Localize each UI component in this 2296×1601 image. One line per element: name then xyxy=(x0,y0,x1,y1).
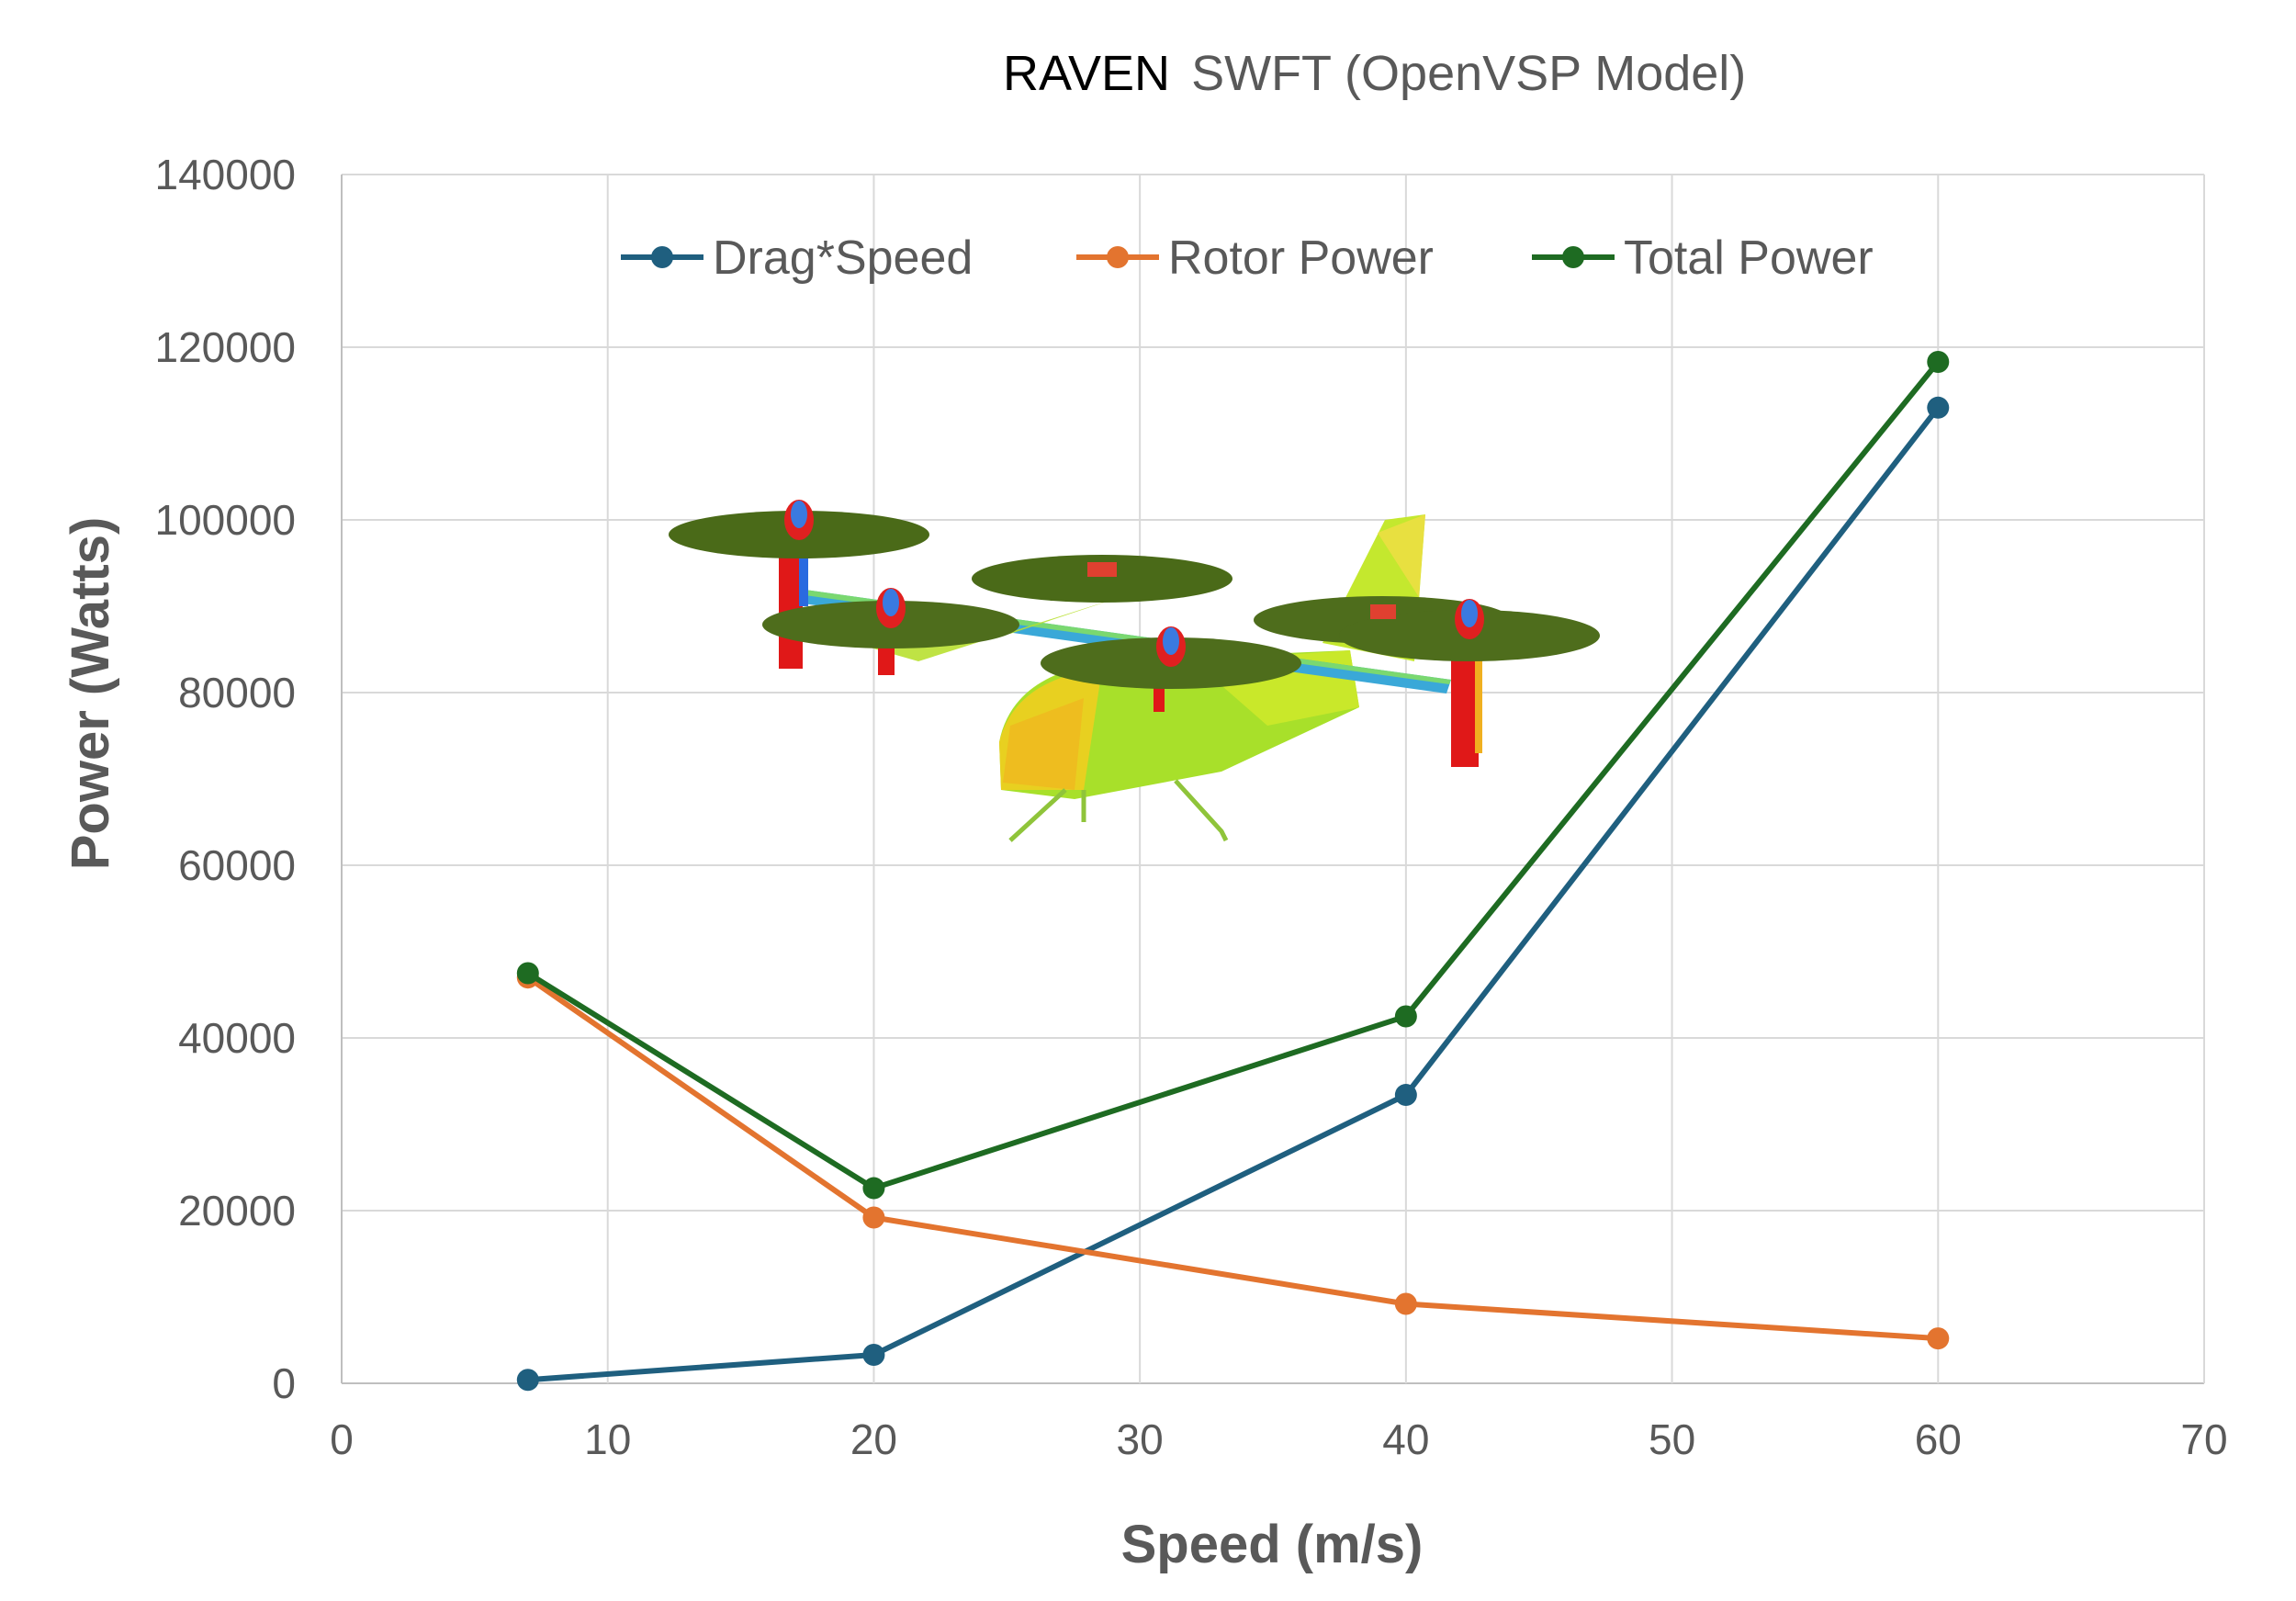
x-tick-label: 30 xyxy=(1117,1415,1164,1463)
legend-item-total-power: Total Power xyxy=(1532,231,1874,285)
x-tick-label: 10 xyxy=(584,1415,631,1463)
data-point-drag-speed xyxy=(516,1369,539,1392)
series-rotor-power xyxy=(516,966,1950,1350)
vtol-aircraft-image xyxy=(669,500,1600,842)
legend-item-rotor-power: Rotor Power xyxy=(1076,231,1434,285)
x-tick-label: 70 xyxy=(2180,1415,2227,1463)
data-point-drag-speed xyxy=(1394,1084,1417,1107)
x-tick-labels: 0 10 20 30 40 50 60 70 xyxy=(330,1415,2227,1463)
chart-title-part1: RAVEN xyxy=(1003,46,1170,101)
y-tick-label: 60000 xyxy=(178,841,296,889)
x-tick-label: 50 xyxy=(1649,1415,1695,1463)
legend-label: Rotor Power xyxy=(1168,231,1434,285)
x-tick-label: 40 xyxy=(1382,1415,1429,1463)
data-point-rotor-power xyxy=(862,1206,885,1229)
legend-label: Drag*Speed xyxy=(713,231,973,285)
series-line-drag-speed xyxy=(527,405,1941,1383)
legend-marker xyxy=(651,246,673,268)
data-point-drag-speed xyxy=(862,1343,885,1366)
legend-marker xyxy=(1562,246,1584,268)
data-point-rotor-power xyxy=(1927,1327,1950,1350)
legend-item-drag-speed: Drag*Speed xyxy=(621,231,973,285)
chart-title-part2: SWFT (OpenVSP Model) xyxy=(1191,46,1746,101)
series-line-total-power xyxy=(526,360,1941,1191)
x-axis-title: Speed (m/s) xyxy=(1121,1515,1424,1574)
y-tick-label: 20000 xyxy=(178,1187,296,1235)
data-point-total-power xyxy=(862,1177,885,1200)
y-tick-label: 80000 xyxy=(178,669,296,716)
y-tick-labels: 0 20000 40000 60000 80000 100000 120000 140000 xyxy=(155,151,297,1407)
legend-marker xyxy=(1107,246,1129,268)
y-tick-label: 120000 xyxy=(155,323,297,371)
data-point-total-power xyxy=(1394,1005,1417,1028)
chart-title: RAVEN SWFT (OpenVSP Model) xyxy=(1003,46,1746,101)
grid-lines xyxy=(341,174,2205,1384)
y-tick-label: 100000 xyxy=(155,496,297,544)
y-tick-label: 140000 xyxy=(155,151,297,198)
data-point-drag-speed xyxy=(1927,396,1950,419)
series-line-rotor-power xyxy=(526,975,1939,1342)
y-tick-label: 0 xyxy=(272,1359,296,1407)
series-layer xyxy=(516,350,1950,1392)
x-tick-label: 60 xyxy=(1915,1415,1962,1463)
y-axis-title: Power (Watts) xyxy=(61,517,120,871)
data-point-total-power xyxy=(1927,350,1950,373)
x-tick-label: 20 xyxy=(850,1415,897,1463)
legend: Drag*Speed Rotor Power Total Power xyxy=(621,231,1874,285)
series-total-power xyxy=(516,350,1950,1200)
data-point-total-power xyxy=(516,962,539,985)
data-point-rotor-power xyxy=(1394,1292,1417,1315)
series-drag-speed xyxy=(516,396,1950,1392)
legend-label: Total Power xyxy=(1624,231,1874,285)
y-tick-label: 40000 xyxy=(178,1014,296,1062)
x-tick-label: 0 xyxy=(330,1415,354,1463)
